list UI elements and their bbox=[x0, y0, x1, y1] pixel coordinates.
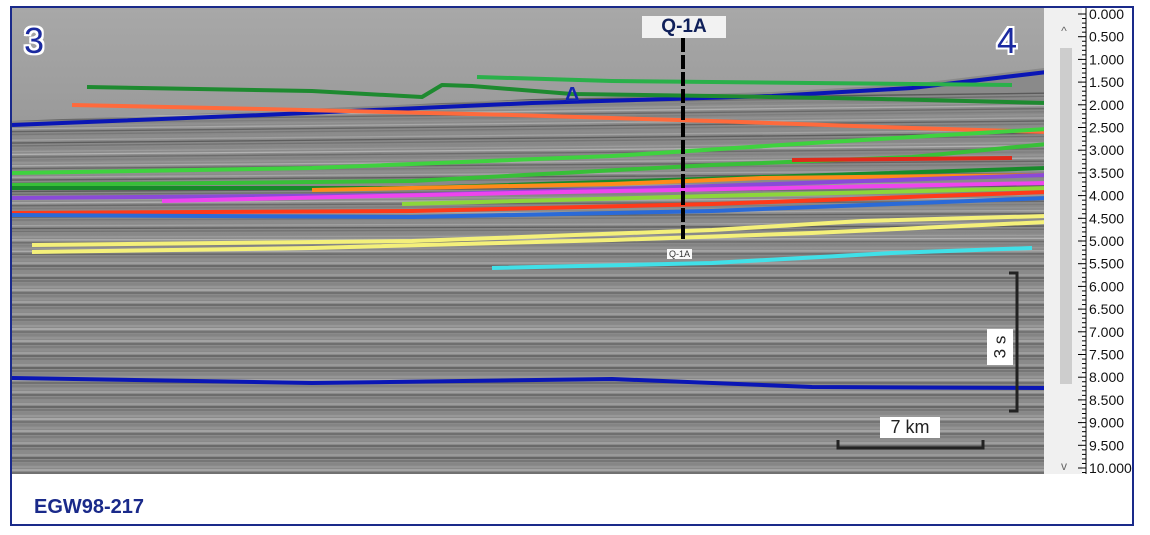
corner-label-right: 4 bbox=[997, 20, 1018, 61]
horizontal-scale-label: 7 km bbox=[880, 417, 940, 438]
depth-label: 5.500 bbox=[1089, 256, 1124, 272]
reflection-trace bbox=[12, 145, 1045, 156]
depth-label: 2.000 bbox=[1089, 97, 1124, 113]
well-base-label: Q-1A bbox=[667, 249, 693, 259]
seismic-line-name: EGW98-217 bbox=[34, 496, 145, 518]
horizon-line-11[interactable] bbox=[161, 181, 1048, 203]
reflection-trace bbox=[12, 120, 1045, 133]
depth-label: 7.500 bbox=[1089, 347, 1124, 363]
horizon-line-3[interactable] bbox=[476, 75, 1013, 87]
depth-label: 10.000 bbox=[1089, 460, 1132, 476]
horizon-line-18[interactable] bbox=[12, 376, 1048, 390]
horizon-line-17[interactable] bbox=[491, 246, 1033, 270]
vertical-scale-text: 3 s bbox=[990, 335, 1009, 359]
depth-ruler bbox=[1082, 8, 1132, 474]
reflection-trace bbox=[12, 151, 1045, 161]
reflection-trace bbox=[12, 114, 1045, 127]
depth-ruler-ticks: 0.000 0.500 1.000 1.500 2.000 2.500 3.000 3.500… bbox=[1078, 8, 1132, 476]
horizon-line-8[interactable] bbox=[791, 156, 1013, 162]
depth-label: 5.000 bbox=[1089, 233, 1124, 249]
horizon-line-15[interactable] bbox=[31, 214, 1048, 247]
seismic-frame: Δ 0.000 0.500 1.000 1.500 2.000 2.500 3.000 3.5… bbox=[10, 6, 1134, 526]
depth-label: 4.500 bbox=[1089, 210, 1124, 226]
depth-label: 6.500 bbox=[1089, 301, 1124, 317]
water-column bbox=[12, 8, 1044, 121]
reflection-trace bbox=[12, 237, 1045, 241]
reflection-trace bbox=[12, 148, 1045, 158]
corner-label-left: 3 bbox=[24, 20, 45, 61]
well-name-label[interactable]: Q-1A bbox=[642, 16, 726, 38]
reflection-trace bbox=[12, 117, 1045, 130]
horizon-line-9[interactable] bbox=[311, 173, 1048, 192]
depth-label: 8.000 bbox=[1089, 369, 1124, 385]
depth-label: 9.500 bbox=[1089, 437, 1124, 453]
reflection-trace bbox=[12, 141, 1045, 153]
depth-label: 0.000 bbox=[1089, 8, 1124, 22]
depth-label: 9.000 bbox=[1089, 415, 1124, 431]
horizon-line-14[interactable] bbox=[12, 196, 1048, 219]
seismic-reflections bbox=[12, 92, 1045, 474]
reflection-trace bbox=[12, 225, 1045, 230]
depth-label: 2.500 bbox=[1089, 120, 1124, 136]
depth-label: 0.500 bbox=[1089, 29, 1124, 45]
reflection-trace bbox=[12, 160, 1045, 170]
horizontal-scale-bar bbox=[836, 440, 985, 450]
horizon-line-16[interactable] bbox=[31, 220, 1048, 254]
vertical-scale-label: 3 s bbox=[987, 329, 1013, 365]
horizon-lines bbox=[12, 70, 1048, 390]
depth-label: 1.500 bbox=[1089, 74, 1124, 90]
reflection-trace bbox=[12, 216, 1045, 221]
depth-label: 4.000 bbox=[1089, 188, 1124, 204]
reflection-trace bbox=[12, 126, 1045, 139]
horizon-line-13[interactable] bbox=[12, 190, 1048, 215]
horizon-line-12[interactable] bbox=[401, 186, 1048, 206]
delta-marker-icon: Δ bbox=[565, 84, 579, 106]
depth-label: 7.000 bbox=[1089, 324, 1124, 340]
reflection-trace bbox=[12, 166, 1045, 176]
reflection-trace bbox=[12, 132, 1045, 144]
depth-label: 3.500 bbox=[1089, 165, 1124, 181]
reflection-trace bbox=[12, 200, 1045, 207]
scroll-up-arrow-icon[interactable]: ^ bbox=[1061, 24, 1067, 38]
horizon-line-2[interactable] bbox=[86, 83, 1048, 105]
reflection-trace bbox=[12, 222, 1045, 227]
horizon-line-5[interactable] bbox=[12, 127, 1048, 175]
seismic-section[interactable]: Δ 0.000 0.500 1.000 1.500 2.000 2.500 3.000 3.5… bbox=[12, 8, 1132, 482]
depth-label: 6.000 bbox=[1089, 278, 1124, 294]
vertical-scale-bar bbox=[1009, 271, 1019, 413]
depth-label: 8.500 bbox=[1089, 392, 1124, 408]
scroll-down-arrow-icon[interactable]: v bbox=[1061, 459, 1067, 473]
reflection-trace bbox=[12, 104, 1045, 119]
horizon-line-4[interactable] bbox=[71, 103, 1048, 134]
reflection-trace bbox=[12, 243, 1045, 247]
depth-label: 1.000 bbox=[1089, 51, 1124, 67]
scrollbar-thumb[interactable] bbox=[1060, 48, 1072, 384]
horizon-line-6[interactable] bbox=[12, 142, 1048, 187]
reflection-trace bbox=[12, 129, 1045, 141]
reflection-trace bbox=[12, 231, 1045, 235]
depth-label: 3.000 bbox=[1089, 142, 1124, 158]
